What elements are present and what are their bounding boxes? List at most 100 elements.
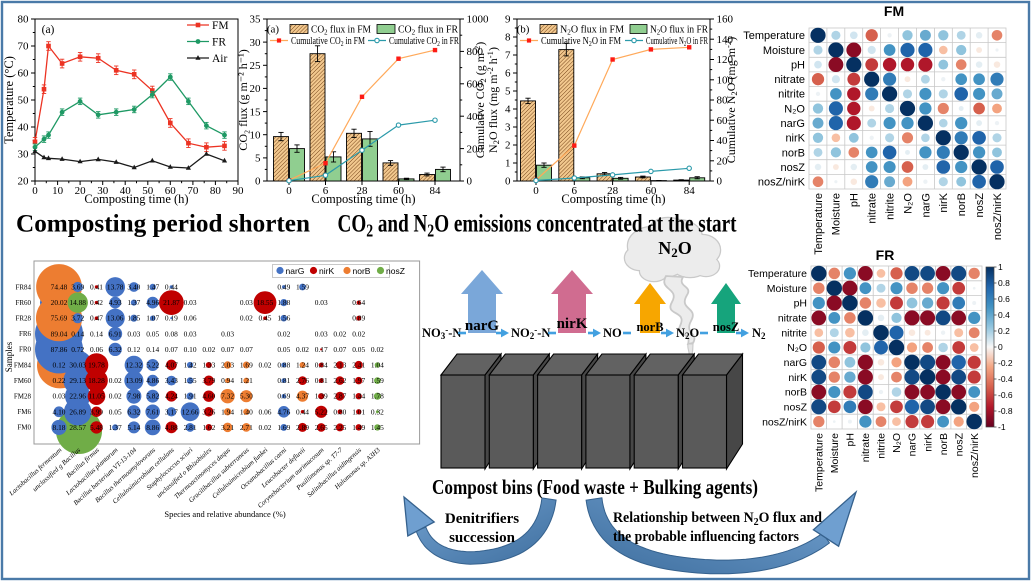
svg-text:Air: Air xyxy=(212,53,228,65)
svg-text:1.39: 1.39 xyxy=(315,392,328,401)
svg-text:13.09: 13.09 xyxy=(126,376,143,385)
svg-text:nitrate: nitrate xyxy=(774,74,805,86)
svg-text:1.62: 1.62 xyxy=(202,423,215,432)
svg-text:2.03: 2.03 xyxy=(221,361,234,370)
svg-text:1.69: 1.69 xyxy=(277,423,290,432)
svg-text:30: 30 xyxy=(18,149,30,161)
svg-text:Cumulative N2O in FM: Cumulative N2O in FM xyxy=(541,36,621,48)
svg-text:7.98: 7.98 xyxy=(127,392,140,401)
svg-text:nitrite: nitrite xyxy=(876,433,888,459)
svg-text:0: 0 xyxy=(255,176,261,188)
svg-text:1.91: 1.91 xyxy=(184,392,197,401)
svg-text:3.26: 3.26 xyxy=(202,407,215,416)
svg-text:1.94: 1.94 xyxy=(221,407,234,416)
svg-text:35: 35 xyxy=(250,14,262,26)
svg-text:40: 40 xyxy=(717,135,729,147)
svg-text:160: 160 xyxy=(717,14,734,26)
svg-text:nirK: nirK xyxy=(938,192,950,212)
svg-text:100: 100 xyxy=(717,75,734,87)
svg-text:Composting time (h): Composting time (h) xyxy=(84,192,188,206)
svg-text:0.10: 0.10 xyxy=(184,345,197,354)
svg-text:Compost bins (Food waste + Bul: Compost bins (Food waste + Bulking agent… xyxy=(432,475,758,499)
svg-text:28: 28 xyxy=(357,185,369,197)
svg-text:60: 60 xyxy=(645,185,657,197)
svg-text:norB: norB xyxy=(353,266,371,276)
svg-text:4.86: 4.86 xyxy=(146,376,159,385)
svg-text:0.03: 0.03 xyxy=(315,329,328,338)
svg-text:18.55: 18.55 xyxy=(257,298,274,307)
svg-text:28: 28 xyxy=(607,185,619,197)
svg-text:1.97: 1.97 xyxy=(352,376,365,385)
svg-text:nosZ/nirK: nosZ/nirK xyxy=(992,192,1004,240)
svg-text:0.49: 0.49 xyxy=(277,283,290,292)
svg-text:-1: -1 xyxy=(998,422,1006,432)
svg-text:84: 84 xyxy=(430,185,442,197)
svg-text:13.78: 13.78 xyxy=(107,283,124,292)
svg-text:1.45: 1.45 xyxy=(371,423,384,432)
svg-text:0.07: 0.07 xyxy=(333,345,346,354)
svg-text:N2O: N2O xyxy=(676,326,700,341)
svg-text:2.25: 2.25 xyxy=(333,423,346,432)
svg-text:nitrate: nitrate xyxy=(778,313,807,325)
svg-text:200: 200 xyxy=(467,143,484,155)
svg-text:nosZ: nosZ xyxy=(386,266,405,276)
svg-text:0.02: 0.02 xyxy=(259,423,272,432)
svg-text:12.32: 12.32 xyxy=(126,361,143,370)
svg-text:40: 40 xyxy=(18,122,30,134)
svg-text:19.78: 19.78 xyxy=(88,361,105,370)
svg-text:0.89: 0.89 xyxy=(352,314,365,323)
svg-text:0.44: 0.44 xyxy=(296,407,309,416)
svg-text:3: 3 xyxy=(505,122,511,134)
svg-text:50: 50 xyxy=(142,185,154,197)
svg-text:1.37: 1.37 xyxy=(109,423,122,432)
svg-text:1.33: 1.33 xyxy=(202,361,215,370)
svg-text:narG: narG xyxy=(465,318,500,334)
svg-text:norB: norB xyxy=(938,433,950,455)
svg-text:narG: narG xyxy=(920,193,932,217)
svg-text:4.07: 4.07 xyxy=(165,361,178,370)
svg-text:0.06: 0.06 xyxy=(259,407,272,416)
svg-text:Cumulative CO2 (g m-2): Cumulative CO2 (g m-2) xyxy=(472,42,488,158)
svg-text:140: 140 xyxy=(717,34,734,46)
svg-text:1.59: 1.59 xyxy=(371,376,384,385)
svg-text:800: 800 xyxy=(467,46,484,58)
svg-text:9: 9 xyxy=(505,14,511,26)
svg-text:2.87: 2.87 xyxy=(333,392,346,401)
svg-text:6: 6 xyxy=(505,68,511,80)
svg-text:30.03: 30.03 xyxy=(69,361,86,370)
svg-text:20: 20 xyxy=(250,83,262,95)
svg-text:0.19: 0.19 xyxy=(165,314,178,323)
svg-text:Moisture: Moisture xyxy=(763,45,805,57)
svg-text:Composting period shorten: Composting period shorten xyxy=(16,211,310,238)
svg-text:narG: narG xyxy=(784,357,807,369)
svg-text:0.02: 0.02 xyxy=(109,392,122,401)
svg-text:600: 600 xyxy=(467,79,484,91)
svg-text:0.6: 0.6 xyxy=(998,294,1010,304)
svg-text:20.02: 20.02 xyxy=(51,298,68,307)
svg-text:10: 10 xyxy=(52,185,64,197)
svg-text:28.57: 28.57 xyxy=(69,423,86,432)
svg-text:2.76: 2.76 xyxy=(296,376,309,385)
svg-text:0.69: 0.69 xyxy=(277,392,290,401)
svg-text:10: 10 xyxy=(250,130,262,142)
svg-text:6: 6 xyxy=(323,185,329,197)
svg-text:1.37: 1.37 xyxy=(127,298,140,307)
svg-text:0.81: 0.81 xyxy=(315,376,328,385)
svg-text:7.32: 7.32 xyxy=(221,392,234,401)
svg-text:1: 1 xyxy=(998,262,1003,272)
svg-text:3.43: 3.43 xyxy=(165,376,178,385)
svg-text:0.42: 0.42 xyxy=(90,298,103,307)
svg-text:NO: NO xyxy=(603,326,622,340)
svg-text:2.89: 2.89 xyxy=(296,423,309,432)
svg-text:1.56: 1.56 xyxy=(277,314,290,323)
svg-text:N₂O: N₂O xyxy=(787,342,807,354)
svg-text:1: 1 xyxy=(505,158,511,170)
svg-text:4.93: 4.93 xyxy=(109,298,122,307)
svg-text:norB: norB xyxy=(782,147,805,159)
svg-text:3.99: 3.99 xyxy=(90,407,103,416)
svg-text:pH: pH xyxy=(794,298,807,310)
svg-text:nitrate: nitrate xyxy=(867,193,879,224)
svg-text:Moisture: Moisture xyxy=(829,433,841,473)
svg-text:-0.6: -0.6 xyxy=(998,390,1013,400)
svg-text:narG: narG xyxy=(907,433,919,456)
